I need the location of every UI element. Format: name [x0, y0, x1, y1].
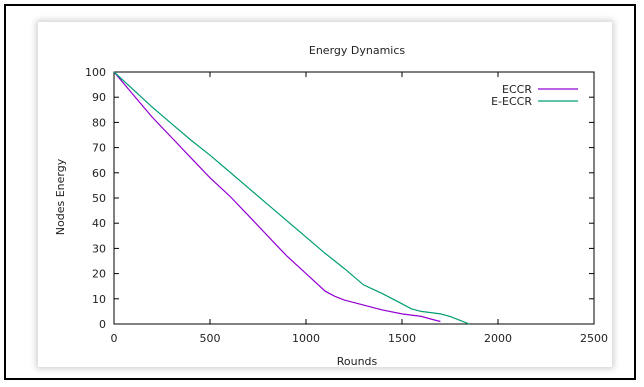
series-lines: [113, 71, 470, 325]
x-tick-label: 1500: [388, 332, 416, 345]
y-tick-label: 30: [92, 242, 106, 255]
series-line-e-eccr: [113, 71, 470, 325]
legend-label: ECCR: [502, 83, 532, 96]
plot-area-border: [113, 71, 595, 325]
chart-card: [38, 22, 612, 367]
y-tick-label: 70: [92, 142, 106, 155]
x-tick-label: 2500: [580, 332, 608, 345]
legend-label: E-ECCR: [491, 95, 532, 108]
y-tick-label: 100: [85, 66, 106, 79]
x-tick-label: 0: [111, 332, 118, 345]
series-line-eccr: [113, 71, 441, 323]
y-tick-label: 90: [92, 91, 106, 104]
y-tick-label: 20: [92, 268, 106, 281]
y-tick-label: 60: [92, 167, 106, 180]
y-tick-label: 80: [92, 116, 106, 129]
y-axis-label: Nodes Energy: [54, 158, 67, 235]
y-tick-label: 0: [99, 318, 106, 331]
x-tick-label: 1000: [292, 332, 320, 345]
y-tick-label: 50: [92, 192, 106, 205]
chart-title: Energy Dynamics: [309, 44, 406, 57]
y-tick-label: 40: [92, 217, 106, 230]
y-tick-label: 10: [92, 293, 106, 306]
x-tick-label: 2000: [484, 332, 512, 345]
x-axis-label: Rounds: [337, 355, 378, 368]
x-tick-label: 500: [200, 332, 221, 345]
